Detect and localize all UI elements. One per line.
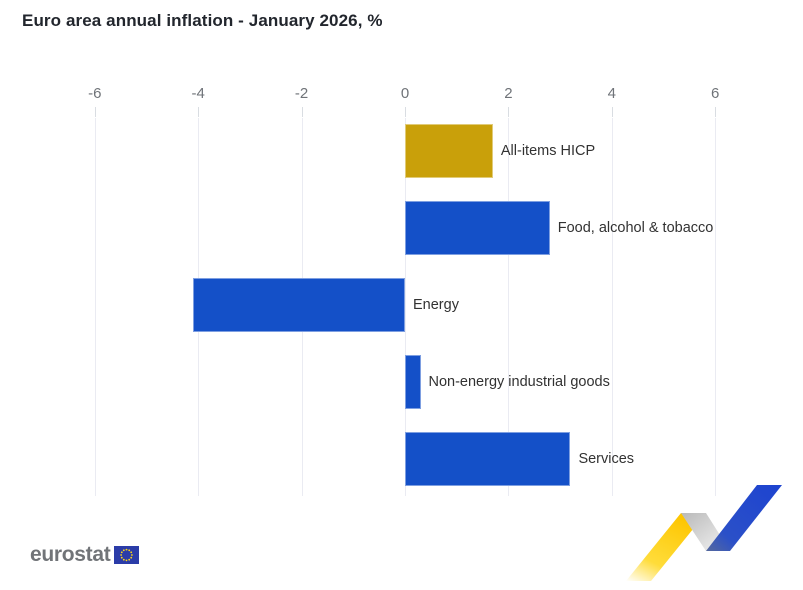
eurostat-logo[interactable]: eurostat <box>30 543 140 566</box>
x-tick-mark <box>405 107 406 117</box>
gridline <box>94 118 96 496</box>
x-tick-label: 2 <box>504 85 513 102</box>
gridline <box>611 118 613 496</box>
bar-label-services: Services <box>578 451 635 467</box>
bar-label-energy: Energy <box>413 297 459 313</box>
gridline <box>405 118 406 496</box>
x-tick-mark <box>198 107 200 117</box>
x-tick-label: 0 <box>400 85 410 102</box>
x-tick-label: 4 <box>607 85 616 102</box>
bar-label-all-items-hicp: All-items HICP <box>500 143 596 159</box>
eu-flag-stars <box>120 548 134 562</box>
eurostat-logo-text: eurostat <box>30 543 111 566</box>
x-tick-mark <box>715 107 717 117</box>
bar-label-food-alcohol-tobacco: Food, alcohol & tobacco <box>557 220 714 236</box>
bar-label-non-energy-industrial-goods: Non-energy industrial goods <box>428 374 610 390</box>
bar-food-alcohol-tobacco <box>405 201 550 255</box>
bar-energy <box>193 278 405 332</box>
x-tick-label: 6 <box>711 85 720 102</box>
x-tick-mark <box>301 107 303 117</box>
x-tick-label: -2 <box>294 85 309 102</box>
x-tick-mark <box>508 107 510 117</box>
bar-non-energy-industrial-goods <box>405 355 421 409</box>
bar-services <box>405 432 571 486</box>
x-tick-label: -4 <box>191 85 205 102</box>
chart-title: Euro area annual inflation - January 202… <box>22 11 383 30</box>
gridline <box>508 118 510 496</box>
bar-all-items-hicp <box>405 124 493 178</box>
eu-flag-icon <box>114 546 140 564</box>
eurostat-ribbon-graphic <box>626 485 782 581</box>
x-tick-label: -6 <box>88 85 102 102</box>
x-tick-mark <box>611 107 613 117</box>
gridline <box>715 118 717 496</box>
x-tick-mark <box>94 107 96 117</box>
